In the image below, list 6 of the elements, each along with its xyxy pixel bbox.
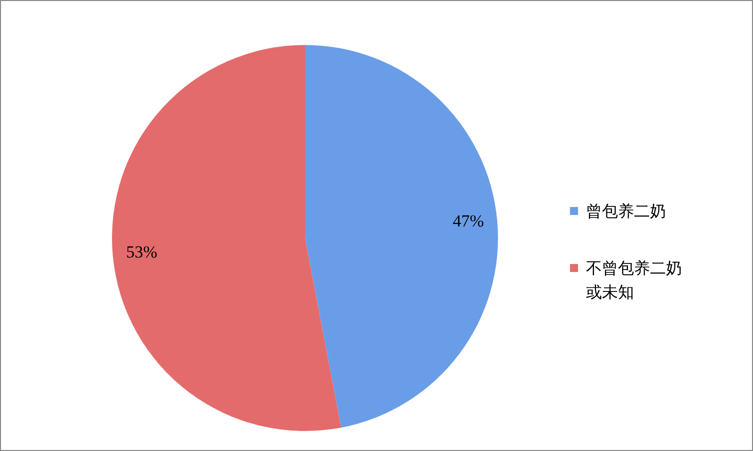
legend-label: 曾包养二奶 bbox=[586, 201, 666, 220]
legend-label: 不曾包养二奶或未知 bbox=[586, 258, 682, 302]
data-label: 47% bbox=[452, 211, 484, 230]
data-label: 53% bbox=[126, 242, 158, 262]
pie-slice bbox=[305, 45, 498, 428]
pie-slice bbox=[112, 45, 342, 431]
